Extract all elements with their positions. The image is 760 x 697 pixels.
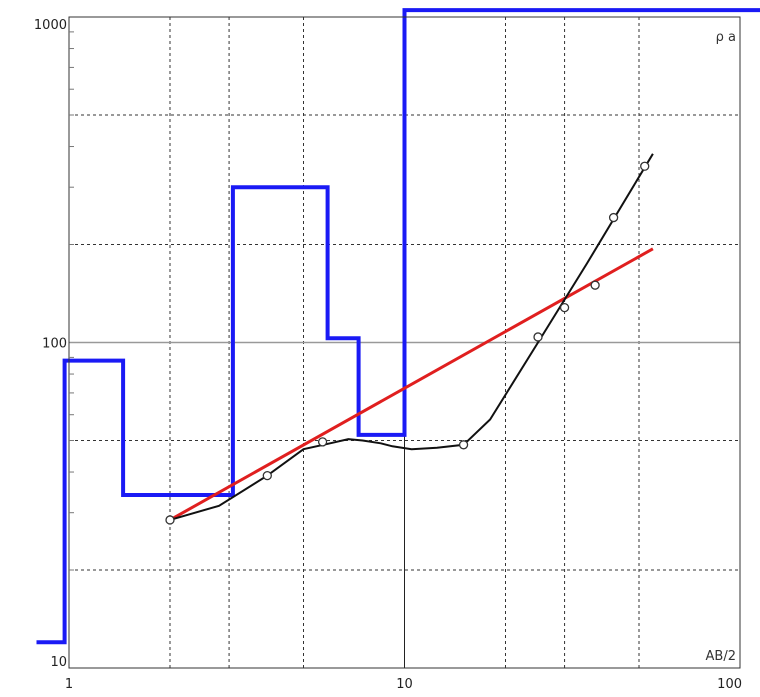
x-tick-label: 100 [717, 677, 742, 692]
y-axis-label: ρ a [716, 30, 736, 45]
model-step-line [36, 8, 760, 645]
x-tick-label: 1 [65, 677, 73, 692]
observation-point [640, 161, 650, 171]
observation-point [317, 437, 328, 447]
measured-curve-line [169, 153, 654, 521]
observation-point [608, 212, 619, 223]
observation-point [165, 515, 175, 525]
observation-point [590, 280, 600, 290]
y-tick-label: 10 [50, 655, 67, 670]
x-axis-label: AB/2 [706, 649, 736, 664]
plot-frame [68, 16, 741, 669]
observation-point [559, 302, 570, 313]
axis-ticks: 1 10 100 10 100 1000 [34, 18, 742, 692]
y-tick-label: 1000 [34, 18, 67, 33]
observation-point [533, 332, 543, 342]
series-layer [36, 8, 760, 645]
fit-line [169, 247, 654, 522]
observation-point [262, 470, 272, 481]
x-tick-label: 10 [396, 677, 413, 692]
y-tick-label: 100 [42, 337, 67, 352]
observation-point [458, 440, 469, 450]
